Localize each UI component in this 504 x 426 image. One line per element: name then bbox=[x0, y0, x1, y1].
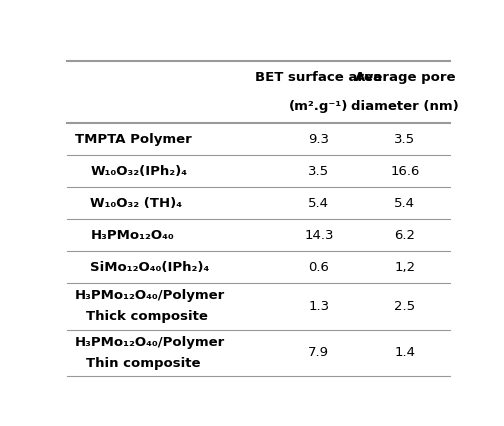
Text: 3.5: 3.5 bbox=[308, 165, 330, 178]
Text: 7.9: 7.9 bbox=[308, 346, 329, 359]
Text: diameter (nm): diameter (nm) bbox=[351, 101, 459, 113]
Text: 1,2: 1,2 bbox=[394, 261, 415, 273]
Text: 2.5: 2.5 bbox=[394, 300, 415, 313]
Text: H₃PMo₁₂O₄₀: H₃PMo₁₂O₄₀ bbox=[90, 229, 174, 242]
Text: 0.6: 0.6 bbox=[308, 261, 329, 273]
Text: BET surface area: BET surface area bbox=[256, 71, 383, 84]
Text: 9.3: 9.3 bbox=[308, 133, 329, 146]
Text: 3.5: 3.5 bbox=[394, 133, 415, 146]
Text: 5.4: 5.4 bbox=[308, 197, 329, 210]
Text: (m².g⁻¹): (m².g⁻¹) bbox=[289, 101, 349, 113]
Text: H₃PMo₁₂O₄₀/Polymer: H₃PMo₁₂O₄₀/Polymer bbox=[75, 336, 225, 349]
Text: 5.4: 5.4 bbox=[394, 197, 415, 210]
Text: Average pore: Average pore bbox=[354, 71, 455, 84]
Text: SiMo₁₂O₄₀(IPh₂)₄: SiMo₁₂O₄₀(IPh₂)₄ bbox=[90, 261, 210, 273]
Text: Thin composite: Thin composite bbox=[87, 357, 201, 370]
Text: 1.3: 1.3 bbox=[308, 300, 330, 313]
Text: 14.3: 14.3 bbox=[304, 229, 334, 242]
Text: W₁₀O₃₂(IPh₂)₄: W₁₀O₃₂(IPh₂)₄ bbox=[90, 165, 187, 178]
Text: TMPTA Polymer: TMPTA Polymer bbox=[75, 133, 192, 146]
Text: 16.6: 16.6 bbox=[390, 165, 419, 178]
Text: Thick composite: Thick composite bbox=[87, 310, 208, 323]
Text: H₃PMo₁₂O₄₀/Polymer: H₃PMo₁₂O₄₀/Polymer bbox=[75, 289, 225, 302]
Text: W₁₀O₃₂ (TH)₄: W₁₀O₃₂ (TH)₄ bbox=[90, 197, 182, 210]
Text: 1.4: 1.4 bbox=[394, 346, 415, 359]
Text: 6.2: 6.2 bbox=[394, 229, 415, 242]
